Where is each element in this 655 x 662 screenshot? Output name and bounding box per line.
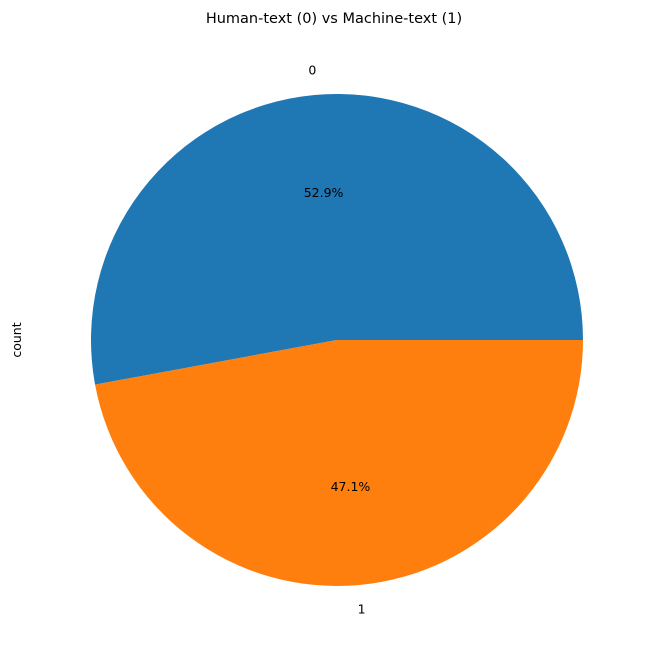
chart-title: Human-text (0) vs Machine-text (1) (206, 11, 462, 27)
pie-percent-label: 47.1% (331, 479, 371, 494)
pie-slice-1 (95, 340, 583, 586)
pie-category-label: 1 (358, 601, 366, 616)
pie-slices (91, 93, 583, 586)
pie-labels: 0 52.9% 1 47.1% (304, 63, 371, 617)
y-axis-label: count (9, 322, 24, 357)
pie-category-label: 0 (308, 63, 316, 78)
pie-percent-label: 52.9% (304, 185, 344, 200)
pie-slice-0 (91, 93, 583, 385)
